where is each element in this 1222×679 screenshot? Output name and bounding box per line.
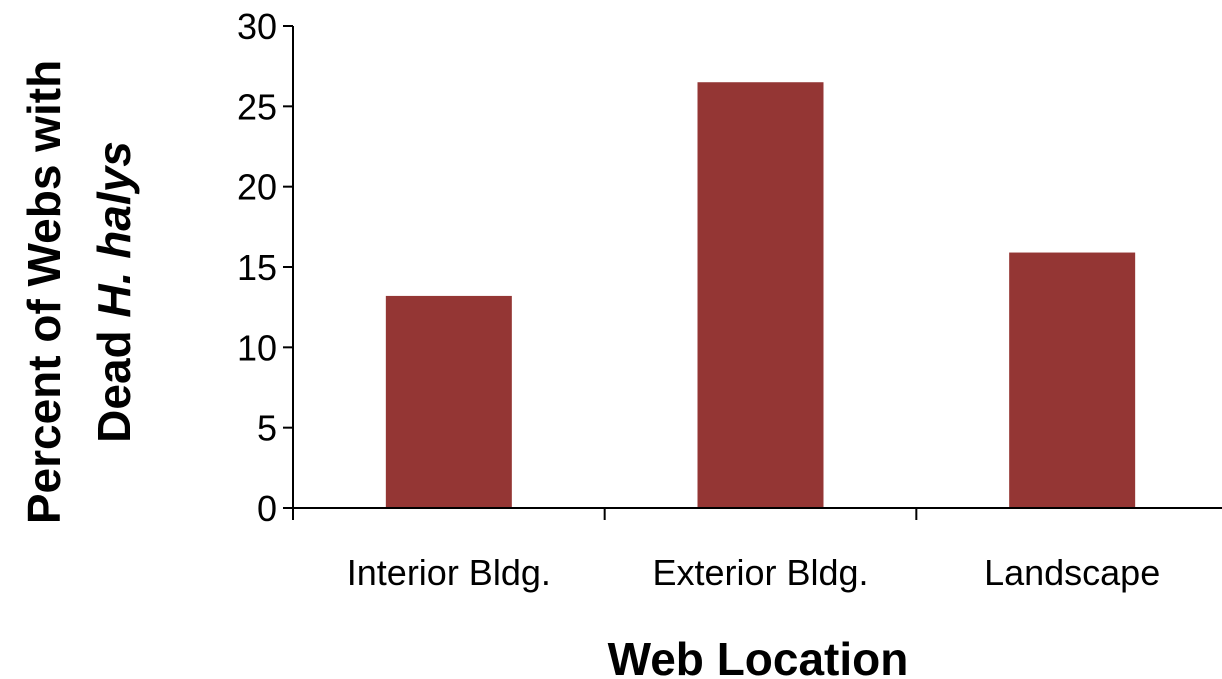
y-tick-label: 0 [257,488,277,529]
x-tick-label: Landscape [984,552,1160,593]
y-tick-label: 20 [237,167,277,208]
bars-group [385,82,1136,508]
y-tick-label: 10 [237,327,277,368]
x-tick-label: Exterior Bldg. [652,552,868,593]
y-tick-label: 5 [257,408,277,449]
y-tick-label: 30 [237,6,277,47]
x-tick-label: Interior Bldg. [347,552,551,593]
y-tick-label: 25 [237,86,277,127]
y-axis-title-prefix: Dead [88,318,140,443]
y-axis-title-species: H. halys [88,141,140,317]
bar-landscape [1009,252,1136,508]
y-axis: 0 5 10 15 20 25 30 [237,6,294,529]
bar-exterior-bldg [697,82,824,508]
x-axis-title: Web Location [608,633,909,679]
y-tick-label: 15 [237,247,277,288]
y-axis-title-line1: Percent of Webs with [18,60,70,524]
bar-interior-bldg [385,295,512,508]
x-axis: Interior Bldg. Exterior Bldg. Landscape [292,507,1222,593]
y-axis-title-line2: Dead H. halys [88,141,140,443]
